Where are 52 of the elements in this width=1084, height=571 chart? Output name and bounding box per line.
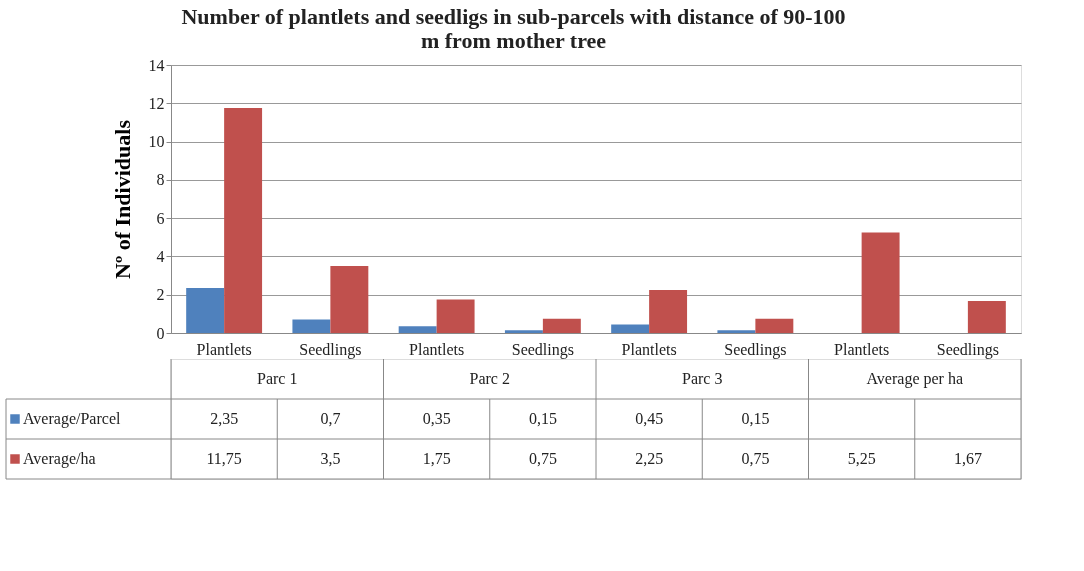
bar xyxy=(436,299,475,333)
data-label: 3,5 xyxy=(320,450,341,467)
bar xyxy=(186,288,225,333)
bar xyxy=(292,319,331,333)
data-label: 0,15 xyxy=(528,410,557,427)
data-label: 11,75 xyxy=(206,450,242,467)
x-tick-label: Seedlings xyxy=(511,340,574,359)
bar xyxy=(330,266,369,333)
bar xyxy=(224,108,263,333)
bar xyxy=(542,318,581,333)
bar xyxy=(967,301,1006,333)
x-tick-label: Plantlets xyxy=(621,340,677,358)
x-tick-label: Seedlings xyxy=(936,340,999,359)
y-tick-label: 14 xyxy=(148,56,165,74)
y-tick-label: 6 xyxy=(156,209,165,227)
data-label: 5,25 xyxy=(847,450,876,467)
x-tick-label: Plantlets xyxy=(196,340,252,358)
text: Number of plantlets and seedligs in sub-parcels with distance of 90-100 xyxy=(181,3,846,29)
data-label: 0,75 xyxy=(528,450,557,467)
x-tick-label: Seedlings xyxy=(299,340,362,359)
y-tick-label: 4 xyxy=(156,247,165,265)
text: Parc 3 xyxy=(682,370,723,387)
y-tick-label: 2 xyxy=(156,286,165,304)
x-tick-label: Plantlets xyxy=(409,340,465,358)
data-label: 0,15 xyxy=(741,410,770,427)
y-axis-title: Nº of Individuals xyxy=(109,119,135,279)
legend-label: Average/Parcel xyxy=(23,410,121,428)
data-label: 0,75 xyxy=(741,450,770,467)
data-label: 2,25 xyxy=(635,450,664,467)
x-tick-label: Plantlets xyxy=(834,340,890,358)
bar xyxy=(504,330,543,333)
bar xyxy=(755,318,794,333)
legend-label: Average/ha xyxy=(23,450,96,468)
y-tick-label: 12 xyxy=(148,94,165,112)
bar xyxy=(861,232,900,333)
text: Average per ha xyxy=(866,370,964,388)
text: Parc 2 xyxy=(469,370,510,387)
data-label: 1,67 xyxy=(953,450,982,467)
data-label: 1,75 xyxy=(422,450,451,467)
data-label: 0,35 xyxy=(422,410,451,427)
x-tick-label: Seedlings xyxy=(724,340,787,359)
bar xyxy=(398,326,437,333)
y-tick-label: 8 xyxy=(156,171,165,189)
y-tick-label: 0 xyxy=(156,324,165,342)
data-label: 0,7 xyxy=(320,410,341,427)
text: Parc 1 xyxy=(257,370,298,387)
data-label: 0,45 xyxy=(635,410,664,427)
bar xyxy=(611,324,650,333)
bar xyxy=(717,330,756,333)
y-tick-label: 10 xyxy=(148,133,165,151)
data-label: 2,35 xyxy=(210,410,239,427)
bar xyxy=(649,289,688,333)
